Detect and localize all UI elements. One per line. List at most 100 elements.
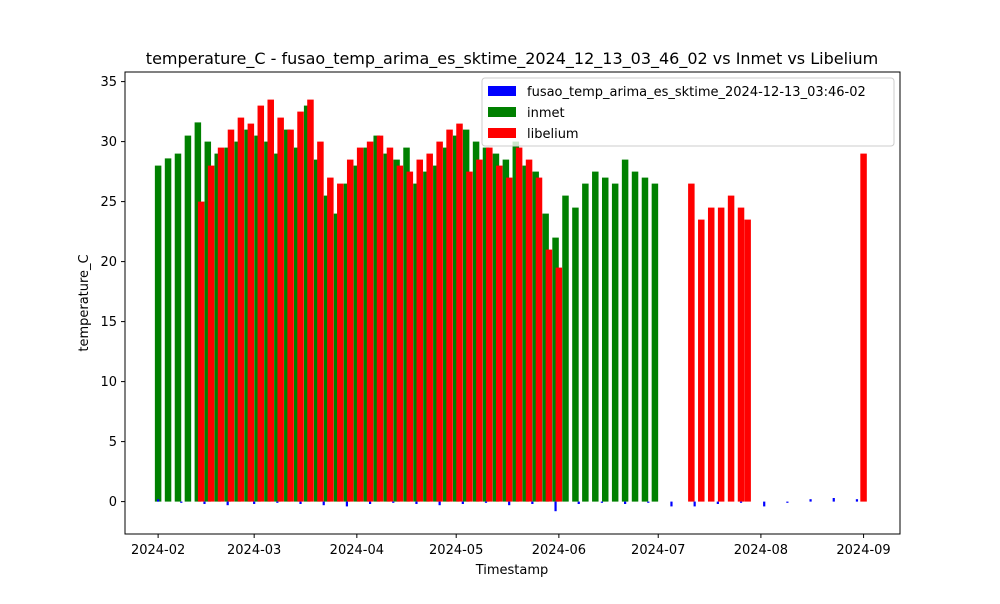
bar-inmet-2024-02-19 [214,153,221,502]
bar-inmet-2024-06-06 [572,207,579,502]
bar-inmet-2024-05-22 [522,165,529,502]
bar-inmet-2024-05-07 [472,141,480,502]
bar-inmet-2024-02-16 [204,141,212,502]
bar-inmet-2024-02-13 [194,122,202,502]
bar-inmet-2024-03-17 [303,105,311,502]
bar-libelium-2024-04-29 [446,129,453,502]
bar-libelium-2024-07-26 [737,207,745,502]
bar-inmet-2024-06-15 [601,177,609,502]
bar-fusao-2024-04-26 [438,501,441,506]
bar-fusao-2024-04-19 [415,501,418,504]
bar-inmet-2024-03-02 [254,135,261,502]
bar-libelium-2024-04-02 [356,147,364,502]
legend-label-fusao: fusao_temp_arima_es_sktime_2024-12-13_03… [527,85,866,100]
bar-fusao-2024-03-22 [322,501,325,506]
bar-inmet-2024-04-16 [403,147,410,502]
bar-inmet-2024-05-01 [452,135,460,502]
bar-fusao-2024-08-02 [763,501,766,507]
x-tick-label: 2024-03 [227,543,281,558]
bar-inmet-2024-03-05 [264,141,271,502]
x-tick-label: 2024-06 [532,543,586,558]
bar-libelium-2024-05-11 [486,147,493,502]
y-tick-label: 10 [100,375,117,390]
bar-inmet-2024-03-23 [323,195,331,502]
bar-libelium-2024-03-27 [337,183,344,502]
bar-fusao-2024-04-12 [392,501,395,503]
bar-libelium-2024-04-26 [436,141,443,502]
bar-fusao-2024-02-08 [180,501,183,503]
legend-label-inmet: inmet [527,106,565,121]
y-tick-label: 5 [109,435,117,450]
bar-fusao-2024-08-23 [832,498,835,502]
bar-inmet-2024-02-25 [234,141,241,502]
bar-fusao-2024-07-19 [716,501,719,504]
bar-inmet-2024-04-22 [423,171,430,502]
bar-fusao-2024-08-30 [855,499,859,502]
bar-libelium-2024-05-29 [545,249,553,502]
y-tick-label: 0 [109,495,117,510]
bar-fusao-2024-03-29 [345,501,348,507]
bar-libelium-2024-07-23 [727,195,735,502]
bar-inmet-2024-06-21 [621,159,629,502]
bar-libelium-2024-05-17 [505,177,513,502]
bar-inmet-2024-05-19 [512,141,520,502]
bar-inmet-2024-02-28 [244,129,251,502]
legend-label-libelium: libelium [527,127,579,142]
bar-fusao-2024-02-01 [157,499,160,502]
bar-inmet-2024-04-01 [353,165,361,502]
y-tick-label: 20 [100,255,117,270]
bar-inmet-2024-02-22 [224,147,231,502]
bar-libelium-2024-06-01 [555,267,563,502]
y-axis-label: temperature_C [77,254,92,351]
bar-inmet-2024-05-10 [482,147,490,502]
bar-inmet-2024-04-13 [393,159,400,502]
bar-fusao-2024-05-17 [508,501,511,506]
bar-libelium-2024-03-06 [267,99,274,502]
bar-inmet-2024-06-18 [611,183,619,502]
bar-fusao-2024-05-10 [484,501,488,503]
bar-inmet-2024-02-10 [184,135,192,502]
x-axis: 2024-02 2024-03 2024-04 2024-05 2024-06 2024-… [131,534,891,558]
bar-inmet-2024-02-01 [154,165,162,502]
bar-inmet-2024-05-13 [492,153,500,502]
legend-swatch-libelium [488,128,516,138]
bar-inmet-2024-03-29 [343,183,351,502]
bar-libelium-2024-04-11 [386,147,394,502]
x-tick-label: 2024-07 [631,543,685,558]
bar-libelium-2024-05-14 [496,165,503,502]
y-tick-label: 15 [100,315,117,330]
bar-libelium-2024-02-17 [207,165,215,502]
x-tick-label: 2024-08 [734,543,788,558]
bar-fusao-2024-07-26 [739,501,743,503]
y-tick-label: 35 [100,75,117,90]
bar-inmet-2024-04-10 [383,153,390,502]
legend-swatch-inmet [488,107,516,117]
plot-frame [124,71,901,535]
bar-libelium-2024-07-14 [698,219,705,502]
legend: fusao_temp_arima_es_sktime_2024-12-13_03… [481,77,895,147]
bar-libelium-2024-07-20 [717,207,725,502]
bar-libelium-2024-04-20 [416,159,424,502]
bar-libelium-2024-03-30 [346,159,354,502]
bar-libelium-2024-05-23 [525,159,533,502]
bar-libelium-2024-03-24 [327,177,334,502]
bar-libelium-2024-02-29 [247,123,255,502]
bar-libelium-2024-04-17 [406,171,414,502]
bar-inmet-2024-04-25 [433,165,440,502]
bar-inmet-2024-04-04 [363,147,371,502]
bar-inmet-2024-04-28 [443,147,450,502]
bar-libelium-2024-03-21 [317,141,324,502]
bar-fusao-2024-05-03 [461,501,464,504]
bar-fusao-2024-08-16 [809,499,812,502]
bar-libelium-2024-09-01 [860,153,867,502]
bar-fusao-2024-08-09 [786,501,789,503]
bar-libelium-2024-05-05 [466,171,473,502]
bar-inmet-2024-03-11 [284,129,291,502]
bar-inmet-2024-03-14 [293,147,301,502]
bar-libelium-2024-05-08 [476,159,483,502]
bar-libelium-2024-07-17 [707,207,715,502]
x-tick-label: 2024-05 [429,543,483,558]
bar-inmet-2024-02-07 [174,153,182,502]
bar-libelium-2024-05-02 [456,123,463,502]
